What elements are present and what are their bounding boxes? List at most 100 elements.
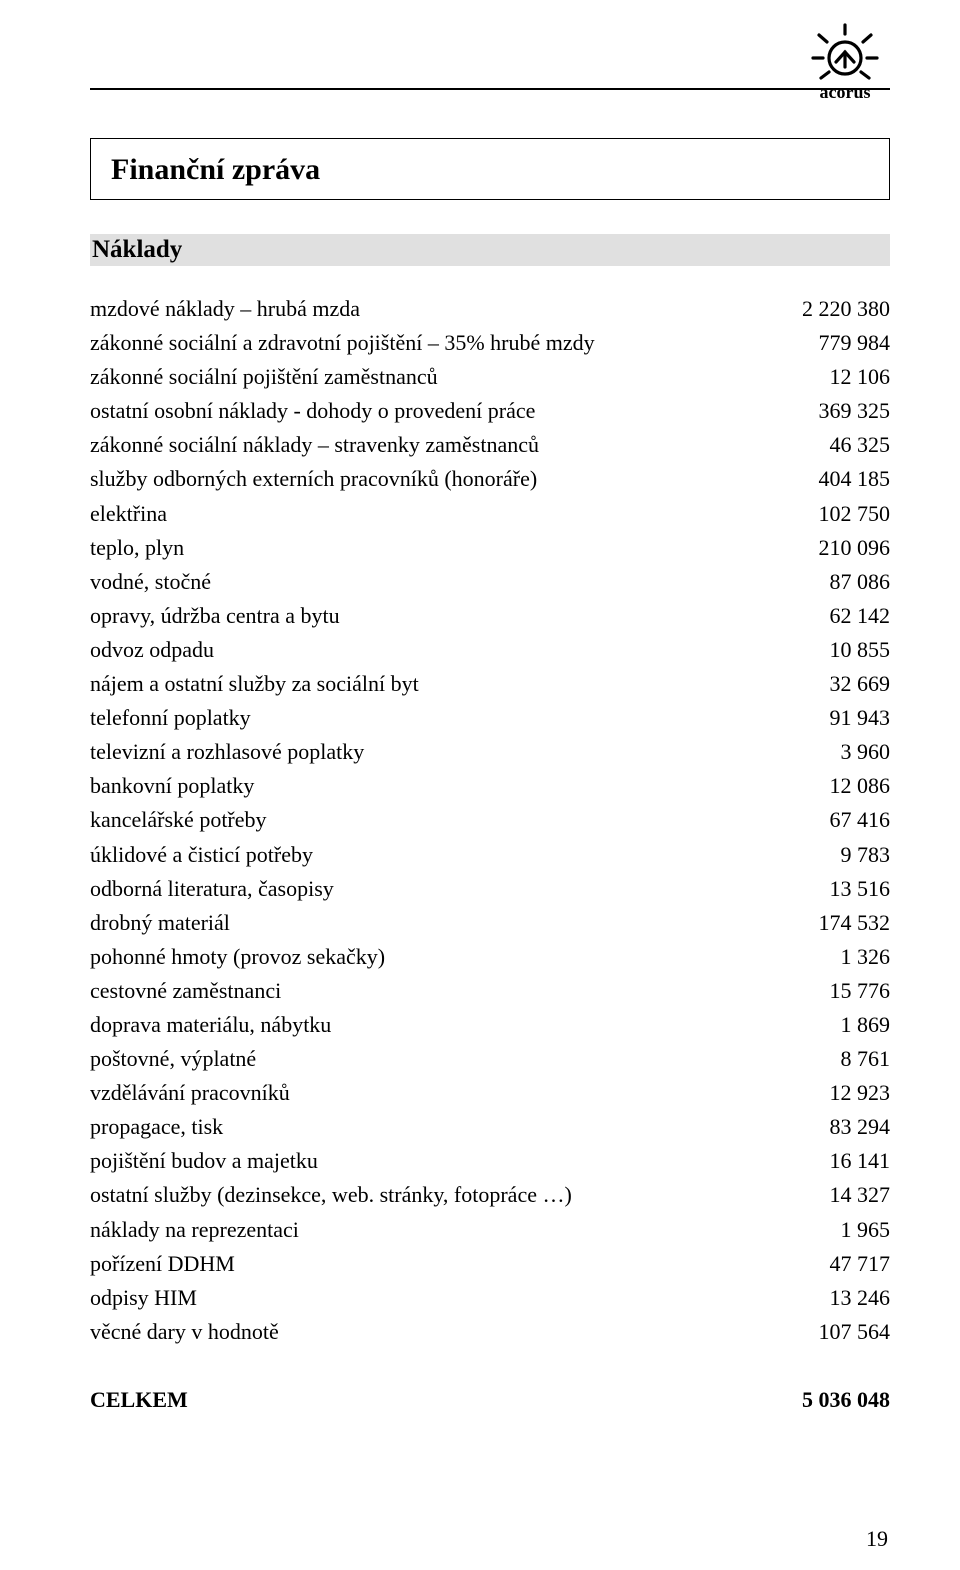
table-row: elektřina102 750	[90, 497, 890, 531]
total-label: CELKEM	[90, 1383, 770, 1417]
row-value: 83 294	[770, 1110, 890, 1144]
row-value: 102 750	[770, 497, 890, 531]
row-label: vodné, stočné	[90, 565, 770, 599]
row-label: teplo, plyn	[90, 531, 770, 565]
row-value: 16 141	[770, 1144, 890, 1178]
row-value: 12 086	[770, 769, 890, 803]
table-row: cestovné zaměstnanci15 776	[90, 974, 890, 1008]
row-label: elektřina	[90, 497, 770, 531]
row-value: 32 669	[770, 667, 890, 701]
row-value: 15 776	[770, 974, 890, 1008]
row-value: 107 564	[770, 1315, 890, 1349]
row-label: pořízení DDHM	[90, 1247, 770, 1281]
row-label: nájem a ostatní služby za sociální byt	[90, 667, 770, 701]
page-header: acorus	[90, 22, 890, 112]
section-bar: Náklady	[90, 234, 890, 266]
row-label: pohonné hmoty (provoz sekačky)	[90, 940, 770, 974]
row-label: zákonné sociální a zdravotní pojištění –…	[90, 326, 770, 360]
row-value: 2 220 380	[770, 292, 890, 326]
table-row: odpisy HIM13 246	[90, 1281, 890, 1315]
table-row: úklidové a čisticí potřeby9 783	[90, 838, 890, 872]
row-value: 13 246	[770, 1281, 890, 1315]
row-label: propagace, tisk	[90, 1110, 770, 1144]
table-row: opravy, údržba centra a bytu62 142	[90, 599, 890, 633]
costs-table: mzdové náklady – hrubá mzda2 220 380záko…	[90, 292, 890, 1349]
row-label: náklady na reprezentaci	[90, 1213, 770, 1247]
row-value: 67 416	[770, 803, 890, 837]
row-label: odvoz odpadu	[90, 633, 770, 667]
row-value: 13 516	[770, 872, 890, 906]
row-value: 10 855	[770, 633, 890, 667]
section-heading: Náklady	[92, 236, 888, 264]
table-row: zákonné sociální náklady – stravenky zam…	[90, 428, 890, 462]
table-row: propagace, tisk83 294	[90, 1110, 890, 1144]
row-value: 404 185	[770, 462, 890, 496]
table-row: drobný materiál174 532	[90, 906, 890, 940]
table-row: služby odborných externích pracovníků (h…	[90, 462, 890, 496]
row-label: ostatní osobní náklady - dohody o proved…	[90, 394, 770, 428]
row-label: ostatní služby (dezinsekce, web. stránky…	[90, 1178, 770, 1212]
table-row: doprava materiálu, nábytku1 869	[90, 1008, 890, 1042]
table-row: ostatní služby (dezinsekce, web. stránky…	[90, 1178, 890, 1212]
row-value: 91 943	[770, 701, 890, 735]
row-label: věcné dary v hodnotě	[90, 1315, 770, 1349]
table-row: mzdové náklady – hrubá mzda2 220 380	[90, 292, 890, 326]
row-value: 87 086	[770, 565, 890, 599]
table-row: televizní a rozhlasové poplatky3 960	[90, 735, 890, 769]
row-label: zákonné sociální pojištění zaměstnanců	[90, 360, 770, 394]
row-value: 14 327	[770, 1178, 890, 1212]
table-row: poštovné, výplatné8 761	[90, 1042, 890, 1076]
table-row: náklady na reprezentaci1 965	[90, 1213, 890, 1247]
table-row: odvoz odpadu10 855	[90, 633, 890, 667]
table-row: odborná literatura, časopisy13 516	[90, 872, 890, 906]
total-row: CELKEM 5 036 048	[90, 1383, 890, 1417]
row-label: kancelářské potřeby	[90, 803, 770, 837]
row-value: 174 532	[770, 906, 890, 940]
row-value: 8 761	[770, 1042, 890, 1076]
row-label: televizní a rozhlasové poplatky	[90, 735, 770, 769]
row-value: 210 096	[770, 531, 890, 565]
row-value: 9 783	[770, 838, 890, 872]
table-row: vodné, stočné87 086	[90, 565, 890, 599]
row-label: opravy, údržba centra a bytu	[90, 599, 770, 633]
row-label: doprava materiálu, nábytku	[90, 1008, 770, 1042]
row-label: pojištění budov a majetku	[90, 1144, 770, 1178]
table-row: věcné dary v hodnotě107 564	[90, 1315, 890, 1349]
row-label: úklidové a čisticí potřeby	[90, 838, 770, 872]
row-label: poštovné, výplatné	[90, 1042, 770, 1076]
page-title: Finanční zpráva	[111, 153, 869, 187]
table-row: vzdělávání pracovníků12 923	[90, 1076, 890, 1110]
row-label: zákonné sociální náklady – stravenky zam…	[90, 428, 770, 462]
row-label: odborná literatura, časopisy	[90, 872, 770, 906]
row-value: 1 326	[770, 940, 890, 974]
row-value: 46 325	[770, 428, 890, 462]
row-value: 62 142	[770, 599, 890, 633]
table-row: pojištění budov a majetku16 141	[90, 1144, 890, 1178]
row-value: 1 965	[770, 1213, 890, 1247]
row-value: 12 106	[770, 360, 890, 394]
row-value: 3 960	[770, 735, 890, 769]
table-row: bankovní poplatky12 086	[90, 769, 890, 803]
table-row: pohonné hmoty (provoz sekačky)1 326	[90, 940, 890, 974]
total-value: 5 036 048	[770, 1383, 890, 1417]
table-row: pořízení DDHM47 717	[90, 1247, 890, 1281]
row-value: 47 717	[770, 1247, 890, 1281]
row-label: mzdové náklady – hrubá mzda	[90, 292, 770, 326]
row-value: 1 869	[770, 1008, 890, 1042]
brand-logo: acorus	[800, 22, 890, 103]
page-number: 19	[866, 1526, 888, 1552]
title-box: Finanční zpráva	[90, 138, 890, 200]
row-label: telefonní poplatky	[90, 701, 770, 735]
row-label: cestovné zaměstnanci	[90, 974, 770, 1008]
header-rule	[90, 88, 890, 90]
acorus-logo-icon	[809, 22, 881, 84]
brand-name: acorus	[800, 82, 890, 103]
row-label: služby odborných externích pracovníků (h…	[90, 462, 770, 496]
table-row: zákonné sociální pojištění zaměstnanců12…	[90, 360, 890, 394]
table-row: ostatní osobní náklady - dohody o proved…	[90, 394, 890, 428]
table-row: telefonní poplatky91 943	[90, 701, 890, 735]
row-value: 779 984	[770, 326, 890, 360]
row-label: bankovní poplatky	[90, 769, 770, 803]
row-label: odpisy HIM	[90, 1281, 770, 1315]
row-value: 369 325	[770, 394, 890, 428]
